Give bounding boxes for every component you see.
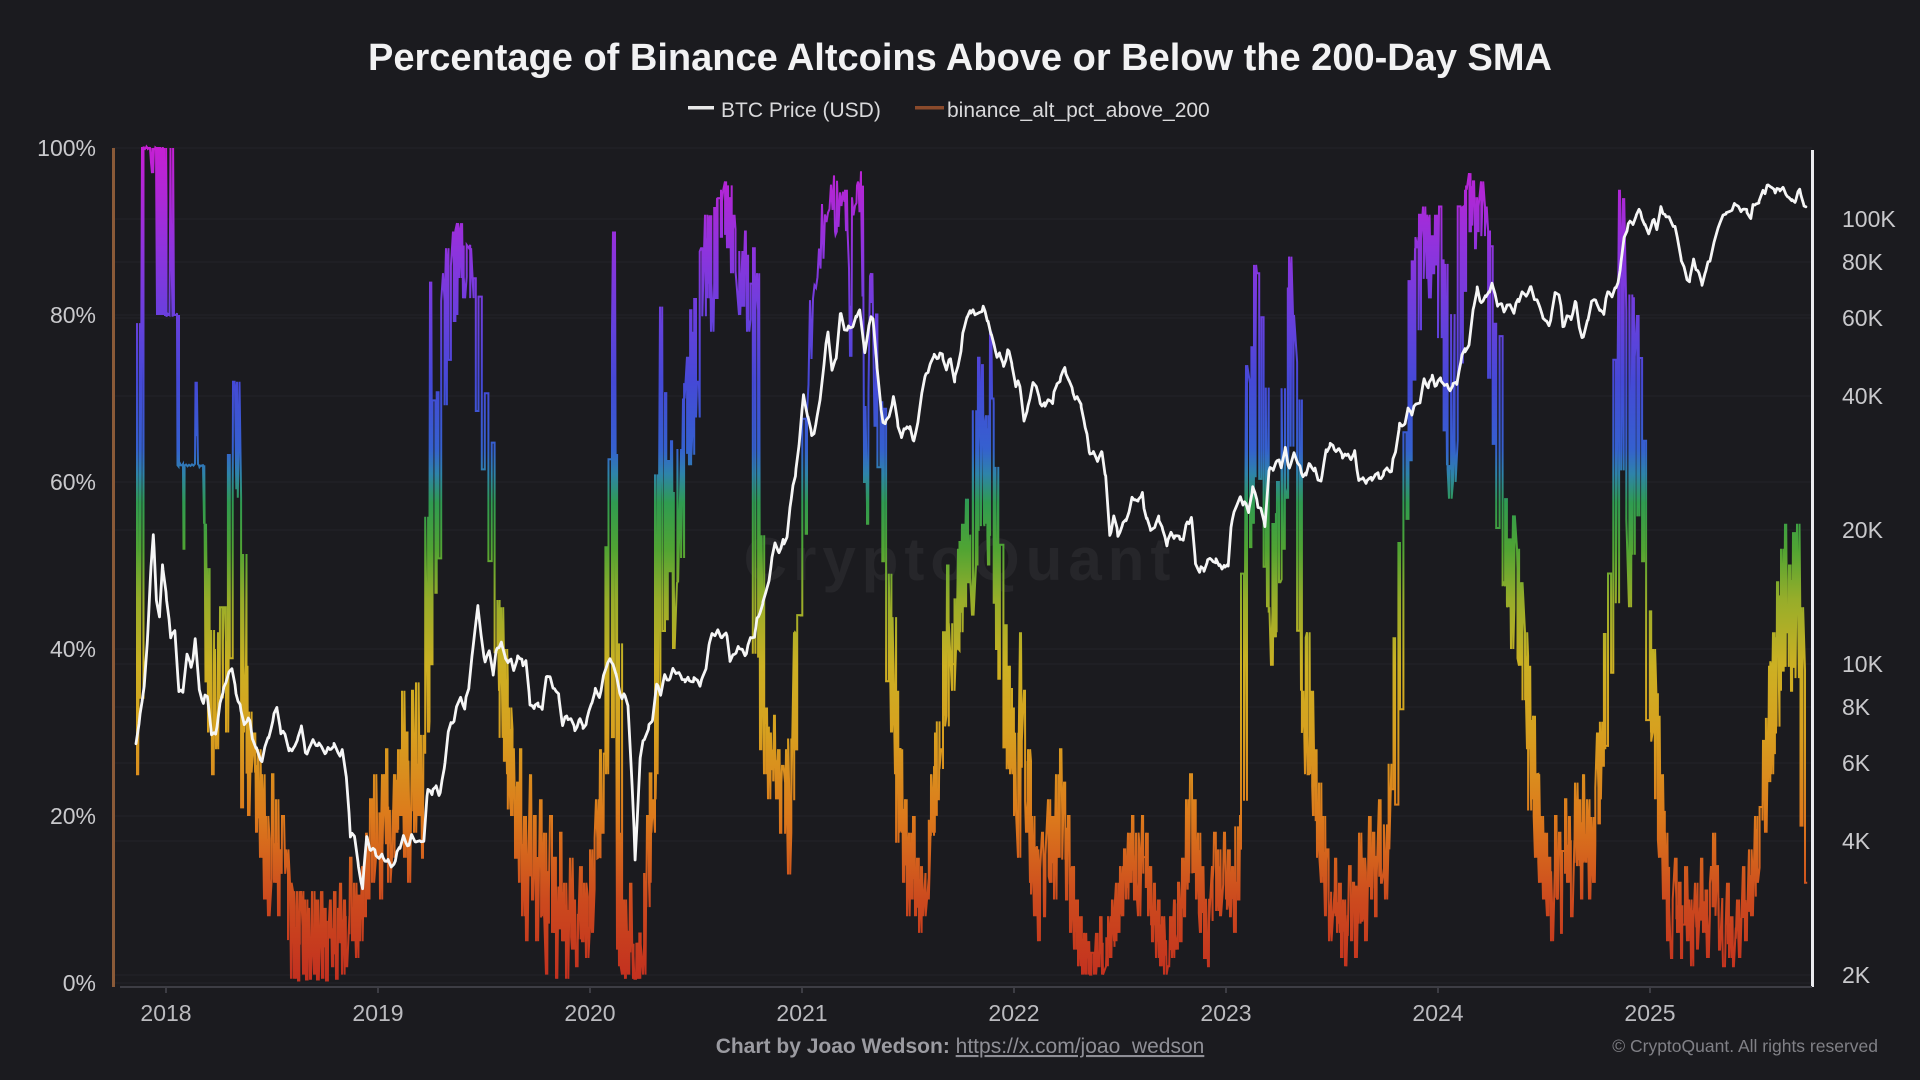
- svg-text:40K: 40K: [1842, 383, 1884, 409]
- svg-text:2021: 2021: [776, 1000, 827, 1026]
- svg-text:Percentage of Binance Altcoins: Percentage of Binance Altcoins Above or …: [368, 37, 1552, 79]
- svg-text:© CryptoQuant. All rights rese: © CryptoQuant. All rights reserved: [1612, 1036, 1878, 1056]
- svg-text:20K: 20K: [1842, 517, 1884, 543]
- svg-text:4K: 4K: [1842, 828, 1871, 854]
- svg-text:2022: 2022: [988, 1000, 1039, 1026]
- svg-text:8K: 8K: [1842, 694, 1871, 720]
- svg-text:100%: 100%: [37, 135, 96, 161]
- svg-text:6K: 6K: [1842, 750, 1871, 776]
- svg-text:80K: 80K: [1842, 249, 1884, 275]
- svg-text:2023: 2023: [1200, 1000, 1251, 1026]
- svg-text:100K: 100K: [1842, 206, 1896, 232]
- svg-text:2025: 2025: [1624, 1000, 1675, 1026]
- svg-text:2019: 2019: [352, 1000, 403, 1026]
- svg-text:10K: 10K: [1842, 651, 1884, 677]
- svg-text:60K: 60K: [1842, 305, 1884, 331]
- svg-text:2018: 2018: [140, 1000, 191, 1026]
- svg-text:BTC Price (USD): BTC Price (USD): [721, 99, 881, 122]
- svg-text:20%: 20%: [50, 803, 96, 829]
- svg-text:Chart by Joao Wedson: https://: Chart by Joao Wedson: https://x.com/joao…: [716, 1035, 1205, 1058]
- svg-text:40%: 40%: [50, 636, 96, 662]
- svg-text:60%: 60%: [50, 469, 96, 495]
- svg-text:80%: 80%: [50, 302, 96, 328]
- svg-text:2K: 2K: [1842, 962, 1871, 988]
- svg-text:2020: 2020: [564, 1000, 615, 1026]
- svg-text:binance_alt_pct_above_200: binance_alt_pct_above_200: [947, 99, 1210, 122]
- svg-text:0%: 0%: [63, 970, 96, 996]
- svg-text:2024: 2024: [1412, 1000, 1463, 1026]
